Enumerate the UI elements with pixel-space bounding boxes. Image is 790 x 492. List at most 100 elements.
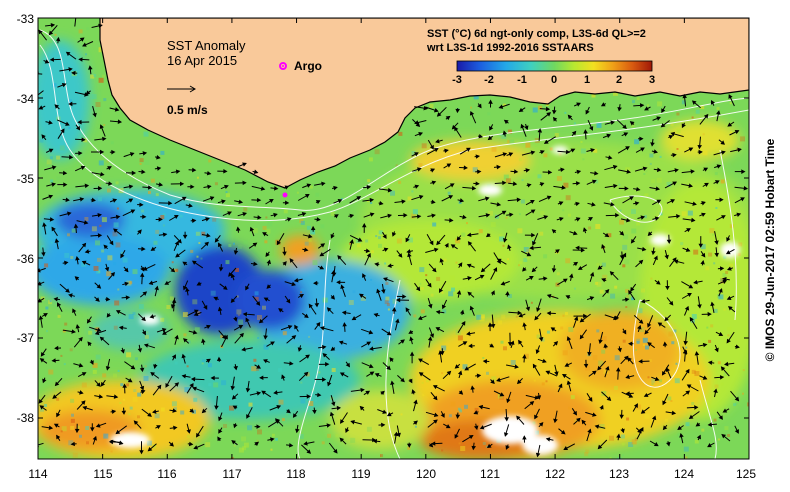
current-vector: [85, 90, 91, 95]
sst-speckle: [626, 294, 630, 298]
current-vector: [75, 255, 80, 265]
sst-speckle: [101, 249, 105, 253]
current-vector: [587, 119, 594, 131]
current-vector: [664, 249, 669, 260]
current-vector: [700, 251, 706, 258]
current-vector: [315, 200, 321, 205]
sst-speckle: [472, 167, 478, 173]
sst-speckle: [509, 139, 515, 145]
sst-speckle: [717, 438, 720, 441]
current-vector: [105, 181, 113, 186]
sst-speckle: [536, 334, 541, 339]
current-vector: [322, 352, 330, 360]
velocity-scale-arrow: [167, 85, 196, 93]
current-vector: [169, 408, 177, 413]
sst-speckle: [596, 329, 600, 333]
current-vector: [218, 264, 224, 272]
sst-speckle: [137, 392, 142, 397]
sst-speckle: [713, 308, 718, 313]
current-vector: [302, 247, 309, 252]
current-vector: [186, 382, 194, 394]
sst-speckle: [516, 149, 520, 153]
current-vector: [150, 246, 157, 251]
current-vector: [632, 403, 638, 412]
current-vector: [666, 234, 672, 244]
sst-speckle: [175, 268, 179, 272]
current-vector: [458, 390, 464, 395]
sst-speckle: [120, 251, 123, 254]
current-vector: [573, 316, 579, 328]
current-vector: [710, 99, 715, 106]
sst-speckle: [736, 147, 740, 151]
sst-speckle: [485, 445, 488, 448]
sst-speckle: [701, 428, 705, 432]
sst-speckle: [727, 434, 731, 437]
sst-speckle: [237, 245, 242, 249]
sst-speckle: [92, 235, 96, 238]
sst-speckle: [708, 339, 712, 343]
sst-speckle: [720, 278, 723, 282]
current-vector: [78, 57, 90, 62]
current-vector: [586, 179, 597, 185]
sst-speckle: [110, 141, 114, 145]
current-vector: [654, 279, 661, 285]
current-vector: [650, 415, 657, 428]
current-vector: [408, 378, 413, 384]
current-vector: [536, 392, 542, 400]
sst-speckle: [327, 433, 332, 438]
current-vector: [521, 250, 532, 257]
current-vector: [202, 196, 215, 202]
current-vector: [214, 395, 219, 410]
current-vector: [94, 380, 101, 387]
sst-speckle: [267, 221, 273, 227]
current-vector: [411, 152, 419, 157]
sst-speckle: [539, 231, 544, 236]
sst-speckle: [519, 261, 523, 265]
sst-speckle: [129, 406, 133, 410]
sst-speckle: [308, 401, 314, 406]
current-vector: [237, 162, 247, 168]
longitude-label: 122: [544, 467, 566, 481]
sst-speckle: [715, 207, 718, 209]
sst-speckle: [133, 389, 137, 392]
sst-speckle: [255, 367, 259, 371]
current-vector: [284, 281, 296, 287]
sst-speckle: [596, 281, 602, 287]
current-vector: [583, 359, 589, 369]
current-vector: [234, 332, 244, 344]
current-vector: [302, 312, 309, 319]
current-vector: [468, 343, 475, 349]
sst-speckle: [573, 122, 576, 125]
current-vector: [577, 264, 588, 270]
sst-speckle: [318, 361, 324, 367]
sst-speckle: [690, 318, 695, 323]
sst-speckle: [515, 315, 518, 318]
sst-speckle: [518, 213, 521, 216]
map-title: SST Anomaly 16 Apr 2015: [167, 38, 246, 68]
sst-speckle: [309, 204, 313, 208]
current-vector: [54, 345, 62, 351]
sst-speckle: [299, 219, 304, 223]
current-vector: [601, 278, 607, 283]
current-vector: [214, 234, 221, 243]
current-vector: [310, 225, 316, 232]
sst-speckle: [234, 443, 237, 446]
current-vector: [490, 267, 498, 280]
sst-speckle: [88, 330, 93, 335]
current-vector: [57, 182, 68, 187]
current-vector: [337, 255, 347, 266]
sst-speckle: [430, 293, 434, 297]
current-vector: [573, 261, 579, 267]
sst-speckle: [103, 433, 109, 439]
sst-speckle: [727, 327, 732, 331]
current-vector: [650, 138, 655, 147]
sst-speckle: [95, 240, 100, 246]
current-vector: [588, 370, 597, 377]
current-vector: [120, 250, 126, 259]
current-vector: [601, 244, 606, 254]
current-vector: [720, 366, 730, 377]
current-vector: [698, 236, 704, 248]
current-vector: [43, 217, 55, 222]
longitude-label: 114: [28, 467, 48, 481]
